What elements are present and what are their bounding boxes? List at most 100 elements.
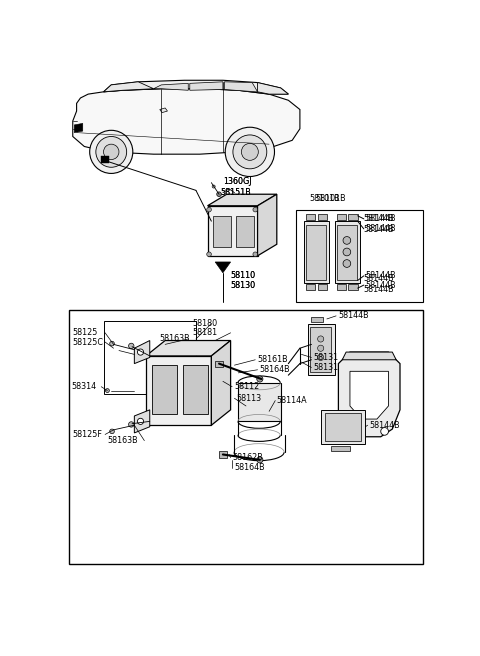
Text: 58110: 58110 xyxy=(230,272,256,280)
Polygon shape xyxy=(342,352,396,359)
Text: 58125C: 58125C xyxy=(73,338,104,346)
Circle shape xyxy=(110,341,114,346)
Text: 58144B: 58144B xyxy=(365,224,396,234)
Polygon shape xyxy=(306,284,315,290)
Circle shape xyxy=(318,345,324,352)
Polygon shape xyxy=(348,215,358,220)
Circle shape xyxy=(350,428,358,435)
Circle shape xyxy=(253,207,258,212)
Text: 58162B: 58162B xyxy=(232,453,263,462)
Polygon shape xyxy=(338,352,400,437)
Polygon shape xyxy=(104,80,288,94)
Polygon shape xyxy=(73,89,300,154)
Text: 58163B: 58163B xyxy=(160,335,191,344)
Polygon shape xyxy=(154,83,188,91)
Polygon shape xyxy=(304,221,329,283)
Text: 58113: 58113 xyxy=(237,394,262,403)
Polygon shape xyxy=(318,284,327,290)
Text: 58181: 58181 xyxy=(192,328,217,337)
Text: 58144B: 58144B xyxy=(364,215,395,223)
Text: 58144B: 58144B xyxy=(369,420,400,430)
Polygon shape xyxy=(134,340,150,363)
Circle shape xyxy=(104,144,119,159)
Polygon shape xyxy=(104,82,154,92)
Polygon shape xyxy=(350,371,388,419)
Polygon shape xyxy=(160,108,168,113)
Text: 58130: 58130 xyxy=(230,281,256,289)
Text: 58101B: 58101B xyxy=(309,194,340,203)
Polygon shape xyxy=(306,215,315,220)
Polygon shape xyxy=(146,340,230,356)
Circle shape xyxy=(137,349,144,355)
Polygon shape xyxy=(236,216,254,247)
Circle shape xyxy=(217,192,221,197)
Circle shape xyxy=(106,388,109,392)
Circle shape xyxy=(343,260,351,268)
Text: 58130: 58130 xyxy=(230,281,256,289)
Circle shape xyxy=(129,422,134,427)
Circle shape xyxy=(225,127,275,176)
Polygon shape xyxy=(238,383,281,421)
Polygon shape xyxy=(258,83,288,94)
Circle shape xyxy=(207,252,211,256)
Text: 58144B: 58144B xyxy=(365,215,396,223)
Polygon shape xyxy=(337,284,346,290)
Circle shape xyxy=(96,136,127,167)
Polygon shape xyxy=(219,451,227,458)
Polygon shape xyxy=(331,446,350,451)
Circle shape xyxy=(257,457,263,463)
Bar xyxy=(69,310,423,564)
Polygon shape xyxy=(225,82,258,92)
Text: 58125: 58125 xyxy=(73,328,98,337)
Text: 58144B: 58144B xyxy=(365,281,396,289)
Polygon shape xyxy=(312,318,323,322)
Polygon shape xyxy=(190,82,223,91)
Circle shape xyxy=(207,207,211,212)
Text: 58125F: 58125F xyxy=(73,430,103,439)
Text: 58114A: 58114A xyxy=(277,396,307,405)
Text: 58131: 58131 xyxy=(314,363,339,372)
Polygon shape xyxy=(207,206,258,256)
Circle shape xyxy=(212,185,215,188)
Circle shape xyxy=(129,343,134,348)
Text: 58161B: 58161B xyxy=(258,356,288,364)
Polygon shape xyxy=(310,327,332,372)
Text: 58110: 58110 xyxy=(230,272,256,280)
Polygon shape xyxy=(74,123,83,133)
Text: 58144B: 58144B xyxy=(365,272,396,280)
Circle shape xyxy=(253,252,258,256)
Text: 1360GJ: 1360GJ xyxy=(223,176,252,186)
Text: 58151B: 58151B xyxy=(221,188,252,197)
Circle shape xyxy=(343,248,351,256)
Polygon shape xyxy=(215,361,223,367)
Text: 58144B: 58144B xyxy=(364,274,395,283)
Circle shape xyxy=(137,419,144,424)
Circle shape xyxy=(257,376,263,382)
Polygon shape xyxy=(152,365,177,414)
Text: 58164B: 58164B xyxy=(260,365,290,375)
Polygon shape xyxy=(322,410,365,445)
Text: 1360GJ: 1360GJ xyxy=(223,176,252,186)
Polygon shape xyxy=(318,215,327,220)
Circle shape xyxy=(343,237,351,244)
Text: 58112: 58112 xyxy=(234,382,260,391)
Polygon shape xyxy=(146,356,211,425)
Bar xyxy=(296,210,423,302)
Circle shape xyxy=(241,144,258,160)
Polygon shape xyxy=(337,225,357,281)
Polygon shape xyxy=(215,262,230,273)
Polygon shape xyxy=(134,410,150,433)
Polygon shape xyxy=(101,155,109,163)
Circle shape xyxy=(381,428,388,435)
Polygon shape xyxy=(207,194,277,206)
Circle shape xyxy=(110,429,114,434)
Circle shape xyxy=(90,131,133,173)
Text: 58314: 58314 xyxy=(71,382,96,391)
Polygon shape xyxy=(348,284,358,290)
Polygon shape xyxy=(258,194,277,256)
Polygon shape xyxy=(213,216,230,247)
Text: 58101B: 58101B xyxy=(315,194,346,203)
Circle shape xyxy=(318,336,324,342)
Circle shape xyxy=(233,135,267,169)
Polygon shape xyxy=(308,323,335,375)
